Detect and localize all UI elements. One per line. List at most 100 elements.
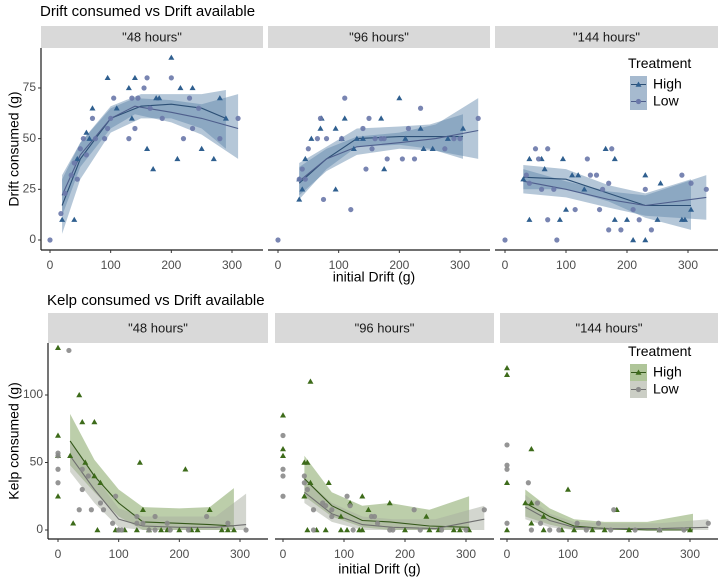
x-tick-label: 300 [678,258,698,272]
point-high [381,166,388,172]
legend-circle-icon [635,386,642,393]
fit-line-high [61,103,227,206]
facet-panel: "48 hours" 0 50 100 0 100 200 300 [23,313,268,561]
y-axis-title: Drift consumed (g) [6,91,22,206]
point-low [342,95,348,101]
point-low [532,146,539,152]
point-high [71,216,78,222]
point-low [196,105,202,111]
point-high [182,466,189,472]
point-high [378,115,385,121]
point-low [371,513,378,520]
x-tick-label: 0 [504,547,511,561]
x-tick-label: 300 [450,258,470,272]
ribbon-high [62,90,226,234]
point-high [304,459,311,465]
legend-triangle-icon [635,81,642,87]
point-high [332,186,339,192]
point-low [167,527,173,533]
point-low [618,227,624,233]
point-high [528,500,535,506]
point-low [304,486,310,493]
point-high [687,527,693,533]
point-low [126,136,132,142]
point-low [600,186,606,192]
point-high [563,206,569,212]
point-low [411,507,417,513]
point-high [133,527,140,533]
point-high [59,216,66,222]
point-low [399,156,405,162]
point-high [280,452,286,458]
point-low [593,172,600,178]
x-tick-label: 300 [222,258,242,272]
point-low [366,115,372,121]
point-low [611,507,617,513]
point-low [475,115,481,121]
legend-circle-icon [635,98,642,105]
point-low [280,473,286,479]
point-low [534,500,541,506]
x-tick-label: 300 [680,547,700,561]
point-high [460,125,467,131]
point-low [152,513,158,520]
point-low [608,527,614,533]
point-low [55,453,61,459]
point-low [551,186,557,192]
point-high [222,115,229,121]
point-high [402,135,409,141]
point-high [94,527,101,533]
point-low [80,136,86,142]
x-axis-title: initial Drift (g) [333,269,415,285]
legend-label: High [653,76,682,92]
point-low [301,473,307,479]
point-low [642,186,648,192]
x-tick-label: 200 [169,547,189,561]
point-high [626,527,632,533]
x-tick-label: 100 [556,258,576,272]
fit-line-low [298,129,479,182]
point-low [134,513,140,520]
point-low [301,480,307,486]
facet-label: "96 hours" [349,29,409,44]
point-high [198,145,205,151]
point-high [325,479,332,485]
point-high [341,115,348,121]
facet-strip [48,313,268,343]
point-high [504,479,510,485]
point-high [426,527,433,533]
point-high [70,520,77,526]
point-low [457,136,463,142]
point-low [320,196,327,203]
point-high [571,527,578,533]
facet-label: "144 hours" [575,320,642,335]
point-low [144,75,150,81]
point-low [113,493,119,499]
point-low [88,507,94,513]
point-high [642,172,649,178]
fit-line-low [304,491,485,530]
point-high [299,186,306,192]
chart-title: Kelp consumed vs Drift available [47,292,265,309]
facet-strip [268,26,490,48]
point-high [128,115,135,121]
x-tick-label: 200 [619,547,639,561]
point-high [337,513,344,519]
point-low [97,500,104,506]
point-low [243,527,249,533]
point-low [417,527,423,533]
point-low [189,125,196,132]
point-high [611,216,618,222]
point-low [105,125,111,132]
point-low [102,136,108,142]
point-low [374,520,381,526]
legend-triangle-icon [635,369,642,375]
point-high [526,216,533,222]
legend-title: Treatment [628,55,691,71]
point-high [55,493,61,499]
point-low [77,146,83,152]
facet-label: "48 hours" [128,320,188,335]
